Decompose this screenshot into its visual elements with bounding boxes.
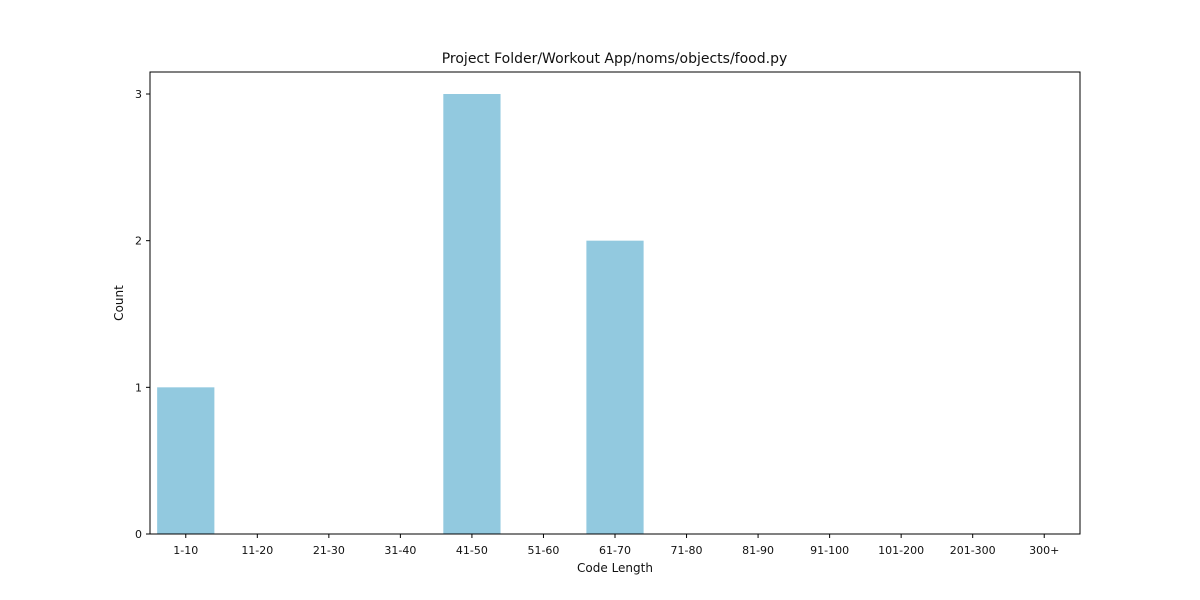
x-tick-label: 51-60 xyxy=(527,544,559,557)
x-tick-label: 300+ xyxy=(1029,544,1059,557)
x-tick-label: 41-50 xyxy=(456,544,488,557)
y-axis: 0 1 2 3 xyxy=(135,88,150,541)
x-tick-label: 31-40 xyxy=(384,544,416,557)
bars-group xyxy=(157,94,644,535)
x-tick-label: 11-20 xyxy=(241,544,273,557)
x-tick-label: 61-70 xyxy=(599,544,631,557)
x-axis-label: Code Length xyxy=(577,561,653,575)
y-tick-label: 0 xyxy=(135,528,142,541)
y-tick-label: 2 xyxy=(135,235,142,248)
bar-41-50 xyxy=(443,94,501,534)
x-tick-label: 201-300 xyxy=(950,544,996,557)
bar-1-10 xyxy=(157,387,215,534)
y-tick-label: 1 xyxy=(135,381,142,394)
y-axis-label: Count xyxy=(112,285,126,321)
x-tick-label: 91-100 xyxy=(810,544,849,557)
x-axis: 1-10 11-20 21-30 31-40 41-50 51-60 61-70 71-80 8… xyxy=(173,534,1059,557)
chart-title: Project Folder/Workout App/noms/objects/… xyxy=(442,51,788,67)
bar-61-70 xyxy=(586,240,644,535)
y-tick-label: 3 xyxy=(135,88,142,101)
x-tick-label: 101-200 xyxy=(878,544,924,557)
x-tick-label: 21-30 xyxy=(313,544,345,557)
x-tick-label: 81-90 xyxy=(742,544,774,557)
x-tick-label: 1-10 xyxy=(173,544,198,557)
x-tick-label: 71-80 xyxy=(671,544,703,557)
